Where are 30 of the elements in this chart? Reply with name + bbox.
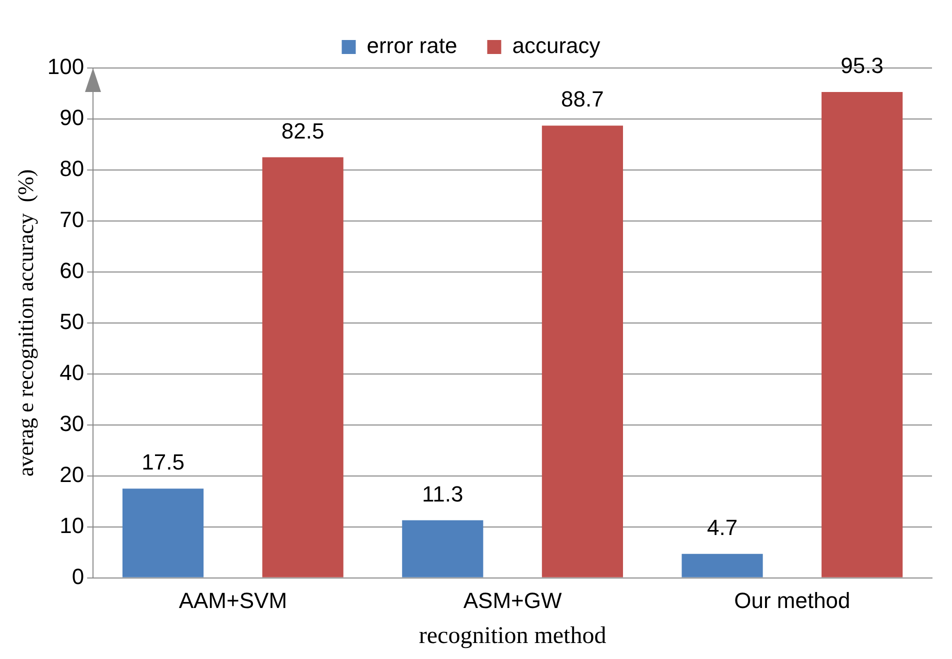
y-tick-label: 30 <box>60 410 84 436</box>
x-tick-label: AAM+SVM <box>178 588 288 614</box>
y-tick-label: 0 <box>72 564 84 589</box>
y-tick-label: 20 <box>60 462 84 487</box>
bar <box>682 554 763 578</box>
y-tick-label: 100 <box>47 54 84 80</box>
y-tick-label: 40 <box>60 360 84 385</box>
x-axis-title: recognition method <box>418 622 606 649</box>
data-label: 88.7 <box>561 86 604 112</box>
x-tick-label: ASM+GW <box>463 588 562 614</box>
y-tick-label: 90 <box>60 105 84 130</box>
y-tick-label: 50 <box>60 308 84 334</box>
bar <box>402 520 484 578</box>
x-tick-label: Our method <box>734 588 850 614</box>
data-label: 4.7 <box>706 514 738 540</box>
data-label: 17.5 <box>142 450 184 475</box>
data-label: 82.5 <box>281 118 324 144</box>
bar <box>122 488 204 578</box>
y-axis-title: averag e recognition accuracy (%) <box>12 169 38 477</box>
data-label: 95.3 <box>840 53 884 78</box>
legend-label: accuracy <box>512 33 600 58</box>
bar <box>262 157 344 578</box>
y-tick-label: 70 <box>60 207 84 232</box>
bar <box>822 92 903 578</box>
y-tick-label: 80 <box>60 156 84 182</box>
data-label: 11.3 <box>422 481 464 506</box>
legend-label: error rate <box>366 33 458 58</box>
bar <box>542 126 624 578</box>
y-tick-label: 60 <box>60 258 84 283</box>
y-tick-label: 10 <box>60 512 84 538</box>
